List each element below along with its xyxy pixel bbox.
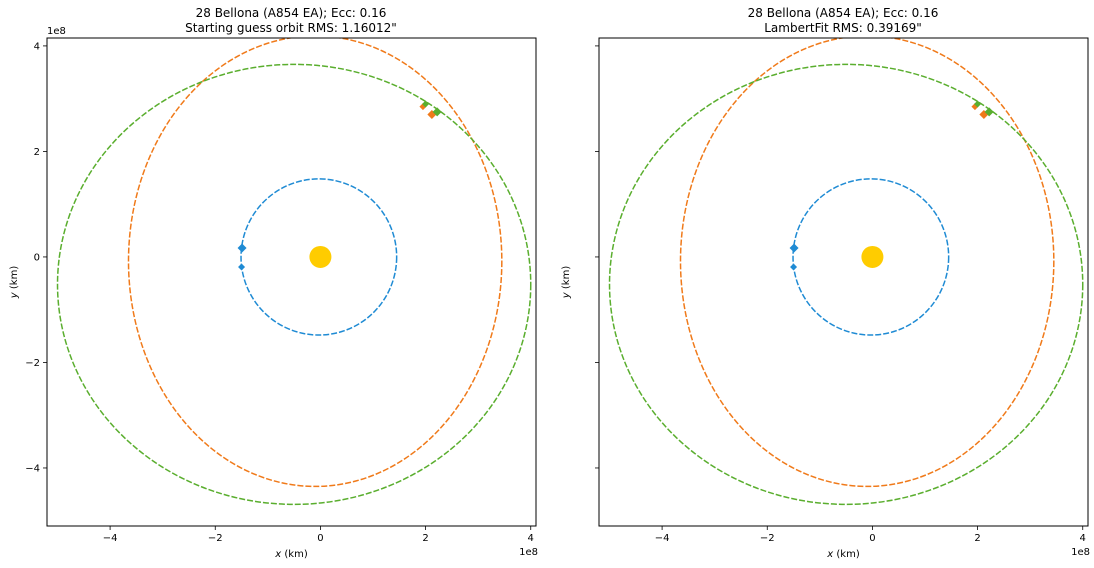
left-orbit-0 [240, 178, 398, 336]
right-plot-area: −4 −2 0 2 4 x (km) y (km) 1e8 [561, 37, 1090, 560]
left-x-tick-label: 0 [317, 533, 323, 544]
right-orbit-1 [679, 38, 1055, 488]
right-axes-frame [598, 37, 1089, 527]
right-orbit-2 [608, 63, 1084, 506]
left-position-marker-4 [422, 100, 430, 108]
left-orbit-2 [56, 63, 532, 506]
right-x-tick-label: 0 [869, 533, 875, 544]
left-plot-content [56, 38, 532, 506]
left-y-tick-label: −2 [25, 358, 40, 369]
left-position-marker-1 [238, 263, 246, 271]
left-x-tick-label: 4 [528, 533, 534, 544]
right-x-tick-label: 2 [974, 533, 980, 544]
left-y-tick-label: 0 [34, 252, 40, 263]
left-position-marker-5 [432, 107, 442, 117]
left-orbit-1 [127, 38, 503, 488]
left-plot-panel: 28 Bellona (A854 EA); Ecc: 0.16 Starting… [9, 6, 538, 560]
left-sun-marker [309, 245, 332, 268]
left-plot-title-line2: Starting guess orbit RMS: 1.16012" [185, 21, 397, 35]
right-position-marker-0 [789, 243, 799, 253]
left-plot-title-line1: 28 Bellona (A854 EA); Ecc: 0.16 [196, 6, 387, 20]
right-position-marker-5 [984, 107, 994, 117]
right-position-marker-1 [790, 263, 798, 271]
right-plot-title-line1: 28 Bellona (A854 EA); Ecc: 0.16 [748, 6, 939, 20]
right-position-marker-4 [974, 100, 982, 108]
left-y-tick-label: 2 [34, 147, 40, 158]
left-y-axis-label: y (km) [9, 266, 20, 300]
left-y-tick-label: 4 [34, 41, 40, 52]
left-plot-area: −4 −2 0 2 4 −4 −2 0 2 4 x (km) y (km) 1e8 1e8 [9, 26, 538, 560]
right-orbit-0 [792, 178, 950, 336]
left-x-tick-label: −2 [208, 533, 223, 544]
right-x-tick-label: 4 [1080, 533, 1086, 544]
right-plot-panel: 28 Bellona (A854 EA); Ecc: 0.16 LambertF… [561, 6, 1090, 560]
left-x-tick-label: 2 [422, 533, 428, 544]
right-sun-marker [861, 245, 884, 268]
left-y-tick-label: −4 [25, 463, 40, 474]
left-x-tick-label: −4 [103, 533, 118, 544]
right-y-axis-label: y (km) [561, 266, 572, 300]
right-x-tick-label: −2 [760, 533, 775, 544]
left-y-offset-label: 1e8 [47, 26, 66, 37]
left-x-axis-label: x (km) [274, 549, 308, 560]
left-axes-frame [46, 37, 537, 527]
right-plot-title-line2: LambertFit RMS: 0.39169" [764, 21, 922, 35]
right-x-tick-label: −4 [655, 533, 670, 544]
left-position-marker-0 [237, 243, 247, 253]
right-plot-content [608, 38, 1084, 506]
right-x-offset-label: 1e8 [1071, 547, 1090, 558]
left-x-offset-label: 1e8 [519, 547, 538, 558]
right-x-axis-label: x (km) [826, 549, 860, 560]
